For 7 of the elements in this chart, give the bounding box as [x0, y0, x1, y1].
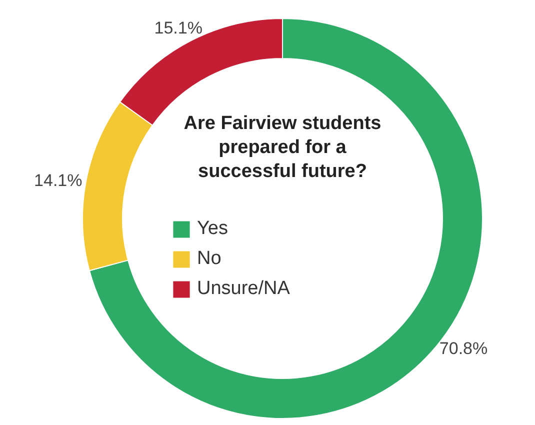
data-label: 15.1% — [154, 18, 202, 38]
data-label: 70.8% — [439, 339, 488, 358]
data-label: 14.1% — [34, 170, 82, 190]
legend-label: Yes — [197, 218, 228, 240]
legend-label: Unsure/NA — [197, 278, 290, 300]
legend-label: No — [197, 248, 222, 270]
text: Are Fairview students prepared for a successful future? — [184, 113, 382, 182]
